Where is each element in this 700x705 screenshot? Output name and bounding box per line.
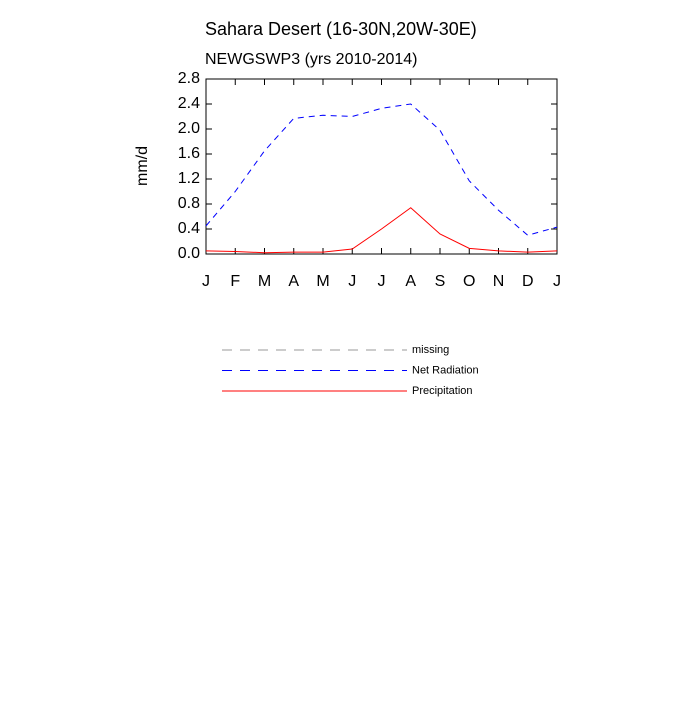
plot-frame: [205, 78, 558, 255]
x-tick-label: M: [316, 273, 329, 290]
series-line: [205, 103, 558, 236]
chart-subtitle: NEWGSWP3 (yrs 2010-2014): [205, 51, 418, 68]
x-tick-label: F: [230, 273, 240, 290]
y-tick-label: 0.0: [178, 245, 200, 262]
y-tick-label: 0.4: [178, 220, 200, 237]
y-tick-label: 2.8: [178, 70, 200, 87]
x-tick-label: O: [463, 273, 475, 290]
chart-title: Sahara Desert (16-30N,20W-30E): [205, 19, 477, 39]
y-tick-label: 2.4: [178, 95, 200, 112]
x-tick-label: J: [553, 273, 561, 290]
x-tick-label: J: [348, 273, 356, 290]
legend-label: missing: [412, 344, 449, 356]
x-tick-label: S: [435, 273, 446, 290]
x-tick-label: J: [202, 273, 210, 290]
legend-label: Net Radiation: [412, 364, 479, 376]
y-tick-label: 1.6: [178, 145, 200, 162]
series-line: [205, 207, 558, 254]
x-tick-label: A: [405, 273, 416, 290]
y-tick-label: 1.2: [178, 170, 200, 187]
y-axis-label: mm/d: [134, 146, 151, 186]
x-tick-label: N: [493, 273, 505, 290]
legend-label: Precipitation: [412, 385, 473, 397]
y-tick-label: 0.8: [178, 195, 200, 212]
x-tick-label: A: [288, 273, 299, 290]
x-tick-label: J: [378, 273, 386, 290]
y-tick-label: 2.0: [178, 120, 200, 137]
x-tick-label: D: [522, 273, 534, 290]
x-tick-label: M: [258, 273, 271, 290]
